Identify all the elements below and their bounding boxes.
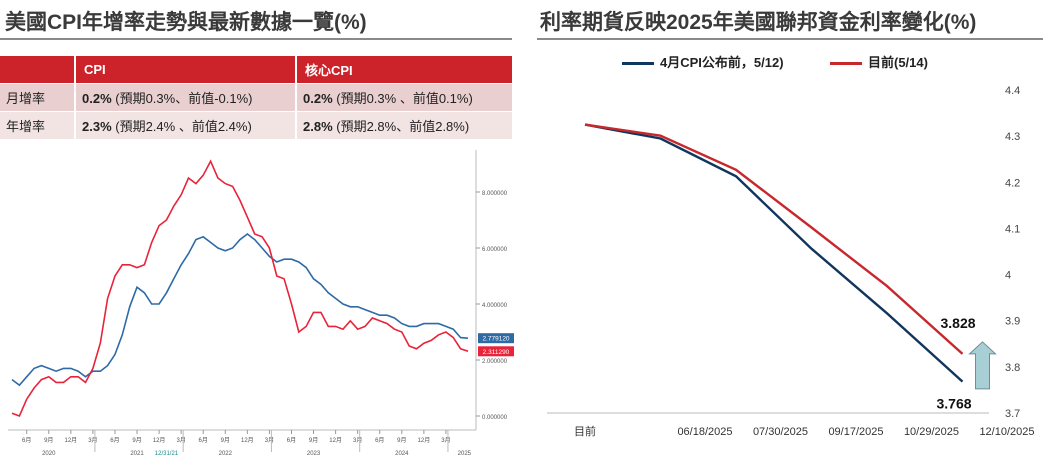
end-value-badge-bg	[478, 346, 514, 357]
x-tick-label: 07/30/2025	[753, 426, 808, 438]
fed-funds-futures-chart: 3.7 3.8 3.9 4 4.1 4.2 4.3 4.4 目前 06/18/2025 07/30/…	[547, 85, 1035, 438]
x-tick-label: 目前	[574, 424, 596, 438]
right-title-rule	[537, 38, 1043, 40]
x-tick-label: 6月	[110, 437, 119, 444]
x-tick-label: 12月	[153, 437, 166, 444]
x-tick-label: 12月	[241, 437, 254, 444]
y-tick-label: 3.7	[1005, 408, 1020, 420]
y-tick-label: 8.000000	[482, 191, 508, 197]
x-year-label: 2022	[219, 451, 233, 457]
row-label: 年增率	[0, 111, 76, 139]
end-value-badge-bg	[478, 333, 514, 344]
up-arrow-icon	[968, 341, 997, 390]
series-line-previous	[584, 123, 964, 383]
legend-previous: 4月CPI公布前，5/12)	[622, 52, 784, 71]
table-header-core-cpi: 核心CPI	[296, 56, 514, 84]
y-tick-label: 3.9	[1005, 316, 1020, 328]
x-tick-label: 06/18/2025	[677, 426, 732, 438]
x-year-label: 2021	[130, 451, 144, 457]
y-tick-label: 4.000000	[482, 303, 508, 309]
table-header-row: CPI 核心CPI	[0, 56, 514, 84]
x-tick-label: 9月	[44, 437, 53, 444]
table-row: 年增率 2.3% (預期2.4% 、前值2.4%) 2.8% (預期2.8%、前…	[0, 111, 514, 139]
x-tick-label: 3月	[265, 437, 274, 444]
x-tick-label: 6月	[199, 437, 208, 444]
x-tick-label: 9月	[132, 437, 141, 444]
core-note: (預期0.3% 、前值0.1%)	[332, 91, 473, 106]
x-tick-label: 3月	[441, 437, 450, 444]
core-value: 0.2%	[303, 91, 333, 106]
left-title-rule	[0, 38, 512, 40]
annotation-previous-end: 3.768	[937, 396, 972, 412]
series-line-core	[11, 159, 469, 418]
end-value-badge-cpi: 2.779120	[478, 333, 514, 344]
row-label: 月增率	[0, 83, 76, 112]
cpi-note: (預期0.3%、前值-0.1%)	[111, 91, 253, 106]
right-panel-title: 利率期貨反映2025年美國聯邦資金利率變化(%)	[540, 11, 977, 34]
y-tick-label: 2.000000	[482, 359, 508, 365]
x-year-label: 2025	[458, 451, 472, 457]
x-year-label: 2023	[307, 451, 321, 457]
x-tick-label: 09/17/2025	[828, 426, 883, 438]
table-row: 月增率 0.2% (預期0.3%、前值-0.1%) 0.2% (預期0.3% 、…	[0, 83, 514, 112]
x-tick-label: 3月	[88, 437, 97, 444]
x-tick-label: 9月	[221, 437, 230, 444]
x-tick-label: 9月	[397, 437, 406, 444]
x-tick-label: 10/29/2025	[904, 426, 959, 438]
y-tick-label: 4.1	[1005, 223, 1020, 235]
x-tick-label: 9月	[309, 437, 318, 444]
y-tick-label: 4	[1005, 270, 1011, 282]
end-value-badge-core: 2.311290	[478, 346, 514, 357]
highlight-date-label: 12/31/21	[155, 451, 179, 457]
legend-current-swatch	[830, 62, 862, 66]
x-tick-label: 6月	[22, 437, 31, 444]
x-year-label: 2020	[42, 451, 56, 457]
legend-previous-label: 4月CPI公布前，5/12)	[660, 55, 784, 70]
x-tick-label: 12/10/2025	[979, 426, 1034, 438]
x-tick-label: 3月	[176, 437, 185, 444]
legend-current: 目前(5/14)	[830, 52, 928, 71]
core-cell: 2.8% (預期2.8%、前值2.8%)	[296, 111, 514, 139]
series-line-current	[584, 123, 964, 355]
x-tick-label: 12月	[64, 437, 77, 444]
x-tick-label: 12月	[418, 437, 431, 444]
x-tick-label: 12月	[329, 437, 342, 444]
x-tick-label: 6月	[375, 437, 384, 444]
legend-previous-swatch	[622, 62, 654, 66]
cpi-value: 2.3%	[82, 119, 112, 134]
core-note: (預期2.8%、前值2.8%)	[332, 119, 470, 134]
annotation-current-end: 3.828	[941, 315, 976, 331]
legend-current-label: 目前(5/14)	[868, 55, 928, 70]
x-year-label: 2024	[395, 451, 409, 457]
x-tick-label: 3月	[353, 437, 362, 444]
cpi-summary-table: CPI 核心CPI 月增率 0.2% (預期0.3%、前值-0.1%) 0.2%…	[0, 56, 514, 139]
y-tick-label: 0.000000	[482, 415, 508, 421]
series-line-cpi	[11, 232, 469, 387]
cpi-cell: 0.2% (預期0.3%、前值-0.1%)	[75, 83, 297, 112]
cpi-note: (預期2.4% 、前值2.4%)	[111, 119, 252, 134]
y-tick-label: 3.8	[1005, 362, 1020, 374]
core-value: 2.8%	[303, 119, 333, 134]
table-header-cpi: CPI	[75, 56, 297, 84]
core-cell: 0.2% (預期0.3% 、前值0.1%)	[296, 83, 514, 112]
y-tick-label: 6.000000	[482, 247, 508, 253]
cpi-value: 0.2%	[82, 91, 112, 106]
y-tick-label: 4.3	[1005, 131, 1020, 143]
x-tick-label: 6月	[287, 437, 296, 444]
end-value-label: 2.311290	[483, 349, 510, 356]
cpi-cell: 2.3% (預期2.4% 、前值2.4%)	[75, 111, 297, 139]
cpi-history-chart: 0.000000 2.000000 4.000000 6.000000 8.000000…	[8, 150, 514, 457]
left-panel-title: 美國CPI年增率走勢與最新數據一覽(%)	[5, 11, 367, 34]
end-value-label: 2.779120	[482, 336, 509, 343]
y-tick-label: 4.2	[1005, 177, 1020, 189]
y-tick-label: 4.4	[1005, 85, 1020, 97]
table-header-blank	[0, 56, 76, 84]
